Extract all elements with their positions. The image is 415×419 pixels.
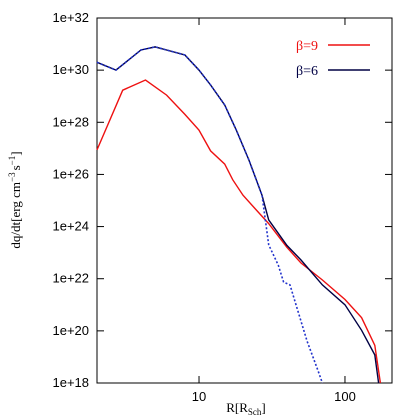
y-tick-label: 1e+26 xyxy=(52,166,89,181)
series-line xyxy=(96,46,380,384)
series-line xyxy=(96,46,324,384)
x-axis-label: R[RSch] xyxy=(226,400,266,417)
y-tick-label: 1e+24 xyxy=(52,219,89,234)
y-axis-label: dq/dt[erg cm−3s−1] xyxy=(7,151,23,248)
x-tick-label: 10 xyxy=(192,389,206,404)
plot-frame xyxy=(96,17,393,384)
y-tick-label: 1e+18 xyxy=(52,375,89,390)
y-tick-label: 1e+28 xyxy=(52,114,89,129)
legend-label: β=9 xyxy=(296,39,318,54)
y-tick-label: 1e+20 xyxy=(52,323,89,338)
y-tick-label: 1e+32 xyxy=(52,10,89,25)
y-tick-label: 1e+22 xyxy=(52,271,89,286)
y-tick-label: 1e+30 xyxy=(52,62,89,77)
series-line xyxy=(96,79,382,384)
legend-label: β=6 xyxy=(296,64,318,79)
x-tick-label: 100 xyxy=(334,389,356,404)
